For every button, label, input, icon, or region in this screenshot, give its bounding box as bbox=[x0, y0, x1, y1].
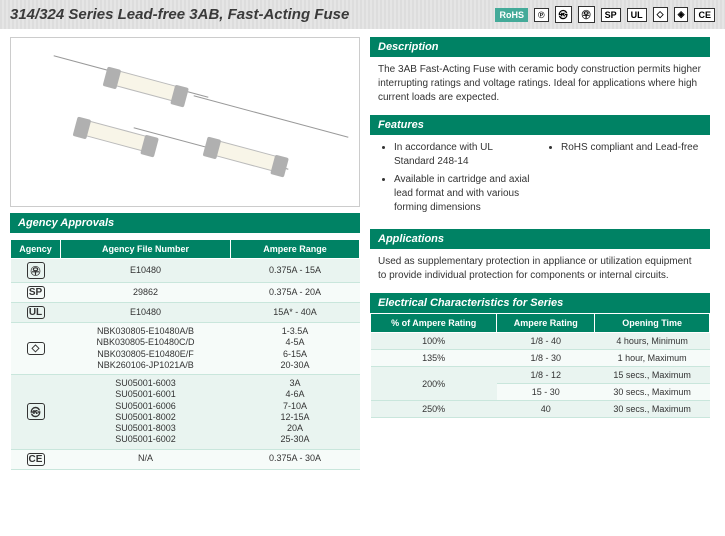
left-column: Agency Approvals AgencyAgency File Numbe… bbox=[10, 37, 360, 470]
table-cell: E10480 bbox=[61, 259, 231, 283]
table-row: 100%1/8 - 404 hours, Minimum bbox=[371, 333, 710, 350]
table-header: Opening Time bbox=[595, 314, 710, 333]
table-row: CE N/A0.375A - 30A bbox=[11, 449, 360, 469]
applications-text: Used as supplementary protection in appl… bbox=[370, 249, 710, 293]
table-header: Ampere Range bbox=[231, 240, 360, 259]
table-header: % of Ampere Rating bbox=[371, 314, 497, 333]
table-cell: NBK030805-E10480A/BNBK030805-E10480C/DNB… bbox=[61, 323, 231, 375]
agency-heading: Agency Approvals bbox=[10, 213, 360, 233]
table-row: ㉾ E104800.375A - 15A bbox=[11, 259, 360, 283]
table-cell: 1-3.5A4-5A6-15A20-30A bbox=[231, 323, 360, 375]
agency-icon: ◇ bbox=[27, 342, 45, 355]
table-cell: N/A bbox=[61, 449, 231, 469]
electrical-heading: Electrical Characteristics for Series bbox=[370, 293, 710, 313]
features-heading: Features bbox=[370, 115, 710, 135]
agency-icon: ㉾ bbox=[27, 262, 45, 279]
cert-badge-icon: CE bbox=[694, 8, 715, 22]
table-cell: E10480 bbox=[61, 303, 231, 323]
table-cell: ㉿ bbox=[11, 375, 61, 450]
agency-icon: ㉿ bbox=[27, 403, 45, 420]
table-cell: 15A* - 40A bbox=[231, 303, 360, 323]
table-cell: 1/8 - 30 bbox=[497, 350, 595, 367]
table-row: 200%1/8 - 1215 secs., Maximum bbox=[371, 367, 710, 384]
agency-icon: UL bbox=[27, 306, 45, 319]
cert-badge-icon: ◈ bbox=[674, 7, 689, 22]
cert-icons-row: RoHS ℗ ㉿㉾ SP UL ◇ ◈ CE bbox=[495, 6, 715, 23]
cert-badge-icon: RoHS bbox=[495, 8, 528, 22]
table-cell: 29862 bbox=[61, 283, 231, 303]
table-cell: 40 bbox=[497, 401, 595, 418]
agency-table: AgencyAgency File NumberAmpere Range ㉾ E1… bbox=[10, 239, 360, 470]
table-cell: CE bbox=[11, 449, 61, 469]
header-bar: 314/324 Series Lead-free 3AB, Fast-Actin… bbox=[0, 0, 725, 29]
product-image bbox=[10, 37, 360, 207]
table-row: UL E1048015A* - 40A bbox=[11, 303, 360, 323]
table-cell: 3A4-6A7-10A12-15A20A25-30A bbox=[231, 375, 360, 450]
table-row: 250%4030 secs., Maximum bbox=[371, 401, 710, 418]
page-title: 314/324 Series Lead-free 3AB, Fast-Actin… bbox=[10, 6, 349, 23]
table-cell: SP bbox=[11, 283, 61, 303]
table-cell: 15 - 30 bbox=[497, 384, 595, 401]
table-cell: 0.375A - 20A bbox=[231, 283, 360, 303]
feature-item: In accordance with UL Standard 248-14 bbox=[394, 141, 535, 169]
description-text: The 3AB Fast-Acting Fuse with ceramic bo… bbox=[370, 57, 710, 115]
table-cell: 4 hours, Minimum bbox=[595, 333, 710, 350]
main-content: Agency Approvals AgencyAgency File Numbe… bbox=[0, 29, 725, 478]
right-column: Description The 3AB Fast-Acting Fuse wit… bbox=[370, 37, 710, 470]
table-cell: 1/8 - 12 bbox=[497, 367, 595, 384]
table-cell: 1/8 - 40 bbox=[497, 333, 595, 350]
features-right-list: RoHS compliant and Lead-free bbox=[545, 141, 702, 219]
table-row: ㉿ SU05001-6003SU05001-6001SU05001-6006SU0… bbox=[11, 375, 360, 450]
cert-badge-icon: ㉿ bbox=[555, 6, 572, 23]
agency-icon: CE bbox=[27, 453, 45, 466]
table-cell: ◇ bbox=[11, 323, 61, 375]
features-left-list: In accordance with UL Standard 248-14 Ava… bbox=[378, 141, 535, 219]
table-header: Agency bbox=[11, 240, 61, 259]
table-row: SP 298620.375A - 20A bbox=[11, 283, 360, 303]
table-cell: 1 hour, Maximum bbox=[595, 350, 710, 367]
features-body: In accordance with UL Standard 248-14 Ava… bbox=[370, 135, 710, 229]
cert-badge-icon: ◇ bbox=[653, 7, 668, 22]
table-cell: 135% bbox=[371, 350, 497, 367]
table-row: ◇ NBK030805-E10480A/BNBK030805-E10480C/DN… bbox=[11, 323, 360, 375]
table-cell: 100% bbox=[371, 333, 497, 350]
table-cell: 0.375A - 30A bbox=[231, 449, 360, 469]
table-cell: 200% bbox=[371, 367, 497, 401]
table-cell: 15 secs., Maximum bbox=[595, 367, 710, 384]
applications-heading: Applications bbox=[370, 229, 710, 249]
table-cell: UL bbox=[11, 303, 61, 323]
table-cell: SU05001-6003SU05001-6001SU05001-6006SU05… bbox=[61, 375, 231, 450]
table-cell: 250% bbox=[371, 401, 497, 418]
table-row: 135%1/8 - 301 hour, Maximum bbox=[371, 350, 710, 367]
cert-badge-icon: ㉾ bbox=[578, 6, 595, 23]
cert-badge-icon: ℗ bbox=[534, 8, 549, 22]
feature-item: Available in cartridge and axial lead fo… bbox=[394, 173, 535, 215]
agency-icon: SP bbox=[27, 286, 45, 299]
table-cell: 0.375A - 15A bbox=[231, 259, 360, 283]
table-cell: 30 secs., Maximum bbox=[595, 384, 710, 401]
electrical-table: % of Ampere RatingAmpere RatingOpening T… bbox=[370, 313, 710, 418]
table-header: Agency File Number bbox=[61, 240, 231, 259]
table-header: Ampere Rating bbox=[497, 314, 595, 333]
table-cell: 30 secs., Maximum bbox=[595, 401, 710, 418]
cert-badge-icon: UL bbox=[627, 8, 647, 22]
description-heading: Description bbox=[370, 37, 710, 57]
table-cell: ㉾ bbox=[11, 259, 61, 283]
feature-item: RoHS compliant and Lead-free bbox=[561, 141, 702, 155]
cert-badge-icon: SP bbox=[601, 8, 621, 22]
